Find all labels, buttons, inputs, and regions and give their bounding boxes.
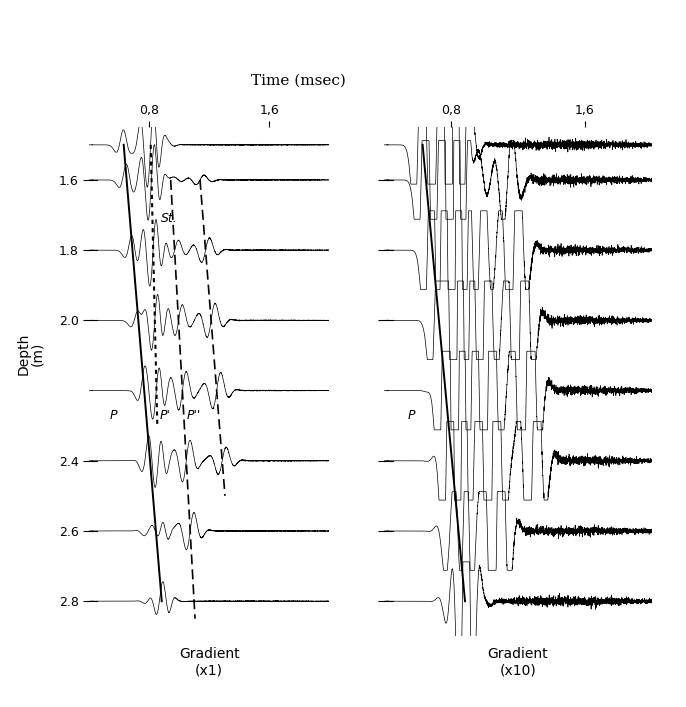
X-axis label: Gradient
(x1): Gradient (x1): [179, 648, 239, 677]
Text: (m): (m): [31, 341, 45, 366]
Text: P'': P'': [187, 409, 202, 421]
Text: St.: St.: [161, 212, 177, 225]
Text: P: P: [407, 409, 414, 421]
Text: Depth: Depth: [17, 332, 31, 375]
X-axis label: Gradient
(x10): Gradient (x10): [488, 648, 548, 677]
Text: P: P: [110, 409, 117, 421]
Text: Time (msec): Time (msec): [251, 74, 346, 88]
Text: P': P': [160, 409, 170, 421]
